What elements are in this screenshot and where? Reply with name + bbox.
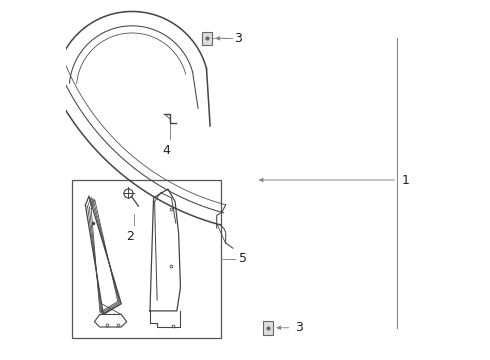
Text: 4: 4 [163, 144, 171, 157]
Text: 5: 5 [239, 252, 247, 265]
Text: 1: 1 [402, 174, 410, 186]
Text: 3: 3 [295, 321, 303, 334]
Bar [202, 32, 212, 45]
Text: 3: 3 [234, 32, 242, 45]
Text: 2: 2 [126, 230, 134, 243]
Bar [72, 180, 221, 338]
Bar [263, 321, 273, 334]
